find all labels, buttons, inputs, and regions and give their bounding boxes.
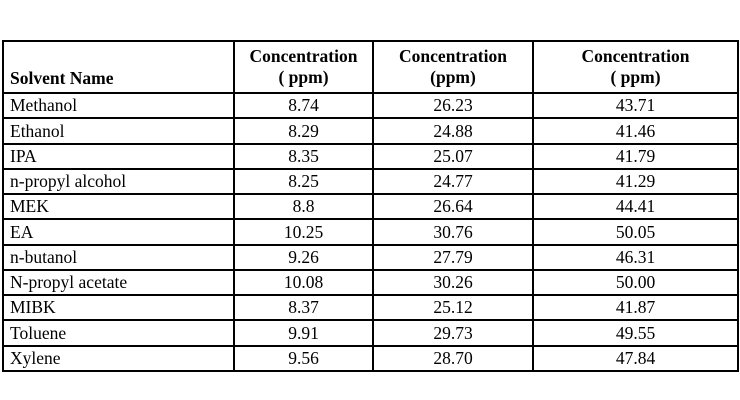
concentration-cell: 41.46 (532, 117, 739, 145)
concentration-cell: 28.70 (372, 344, 534, 373)
table-row: IPA 8.35 25.07 41.79 (2, 142, 739, 170)
header-row: Solvent Name Concentration ( ppm) Concen… (2, 40, 739, 94)
concentration-cell: 43.71 (532, 91, 739, 120)
table-row: MIBK 8.37 25.12 41.87 (2, 294, 739, 322)
concentration-cell: 8.74 (233, 91, 374, 120)
concentration-cell: 8.37 (233, 294, 374, 322)
solvent-name-cell: EA (2, 218, 235, 246)
table-row: EA 10.25 30.76 50.05 (2, 218, 739, 246)
concentration-cell: 30.26 (372, 268, 534, 297)
concentration-cell: 25.12 (372, 294, 534, 322)
concentration-cell: 41.87 (532, 294, 739, 322)
header-concentration-2-line1: Concentration (399, 45, 507, 66)
solvent-name-cell: n-propyl alcohol (2, 167, 235, 196)
solvent-name-cell: Methanol (2, 91, 235, 120)
concentration-cell: 8.8 (233, 193, 374, 221)
header-concentration-2: Concentration (ppm) (372, 40, 534, 94)
solvent-name-cell: MIBK (2, 294, 235, 322)
table-row: n-propyl alcohol 8.25 24.77 41.29 (2, 167, 739, 196)
header-concentration-2-line2: (ppm) (430, 66, 476, 87)
table-row: Ethanol 8.29 24.88 41.46 (2, 117, 739, 145)
header-concentration-1: Concentration ( ppm) (233, 40, 374, 94)
concentration-cell: 41.29 (532, 167, 739, 196)
concentration-cell: 26.64 (372, 193, 534, 221)
solvent-name-cell: MEK (2, 193, 235, 221)
concentration-cell: 8.29 (233, 117, 374, 145)
table-header: Solvent Name Concentration ( ppm) Concen… (2, 40, 739, 94)
concentration-cell: 47.84 (532, 344, 739, 373)
concentration-cell: 24.77 (372, 167, 534, 196)
table-body: Methanol 8.74 26.23 43.71 Ethanol 8.29 2… (2, 91, 739, 373)
concentration-cell: 8.25 (233, 167, 374, 196)
table-row: n-butanol 9.26 27.79 46.31 (2, 243, 739, 271)
solvent-name-cell: n-butanol (2, 243, 235, 271)
header-concentration-3: Concentration ( ppm) (532, 40, 739, 94)
header-concentration-3-line1: Concentration (581, 45, 690, 66)
concentration-cell: 44.41 (532, 193, 739, 221)
concentration-cell: 27.79 (372, 243, 534, 271)
table-row: MEK 8.8 26.64 44.41 (2, 193, 739, 221)
table-row: Xylene 9.56 28.70 47.84 (2, 344, 739, 373)
concentration-cell: 46.31 (532, 243, 739, 271)
solvent-name-cell: Xylene (2, 344, 235, 373)
concentration-cell: 49.55 (532, 319, 739, 347)
table-row: N-propyl acetate 10.08 30.26 50.00 (2, 268, 739, 297)
solvent-concentration-table: Solvent Name Concentration ( ppm) Concen… (2, 40, 739, 373)
header-concentration-3-line2: ( ppm) (610, 66, 661, 87)
concentration-cell: 10.25 (233, 218, 374, 246)
concentration-cell: 25.07 (372, 142, 534, 170)
header-concentration-1-line2: ( ppm) (278, 66, 329, 87)
concentration-cell: 9.91 (233, 319, 374, 347)
concentration-cell: 26.23 (372, 91, 534, 120)
concentration-cell: 50.05 (532, 218, 739, 246)
concentration-cell: 9.26 (233, 243, 374, 271)
solvent-name-cell: IPA (2, 142, 235, 170)
solvent-name-cell: N-propyl acetate (2, 268, 235, 297)
concentration-cell: 29.73 (372, 319, 534, 347)
header-solvent-name: Solvent Name (2, 40, 235, 94)
concentration-cell: 50.00 (532, 268, 739, 297)
table-row: Toluene 9.91 29.73 49.55 (2, 319, 739, 347)
concentration-cell: 41.79 (532, 142, 739, 170)
solvent-name-cell: Toluene (2, 319, 235, 347)
header-concentration-1-line1: Concentration (249, 45, 358, 66)
solvent-name-cell: Ethanol (2, 117, 235, 145)
concentration-cell: 8.35 (233, 142, 374, 170)
concentration-cell: 10.08 (233, 268, 374, 297)
concentration-cell: 24.88 (372, 117, 534, 145)
table-row: Methanol 8.74 26.23 43.71 (2, 91, 739, 120)
concentration-cell: 30.76 (372, 218, 534, 246)
concentration-cell: 9.56 (233, 344, 374, 373)
